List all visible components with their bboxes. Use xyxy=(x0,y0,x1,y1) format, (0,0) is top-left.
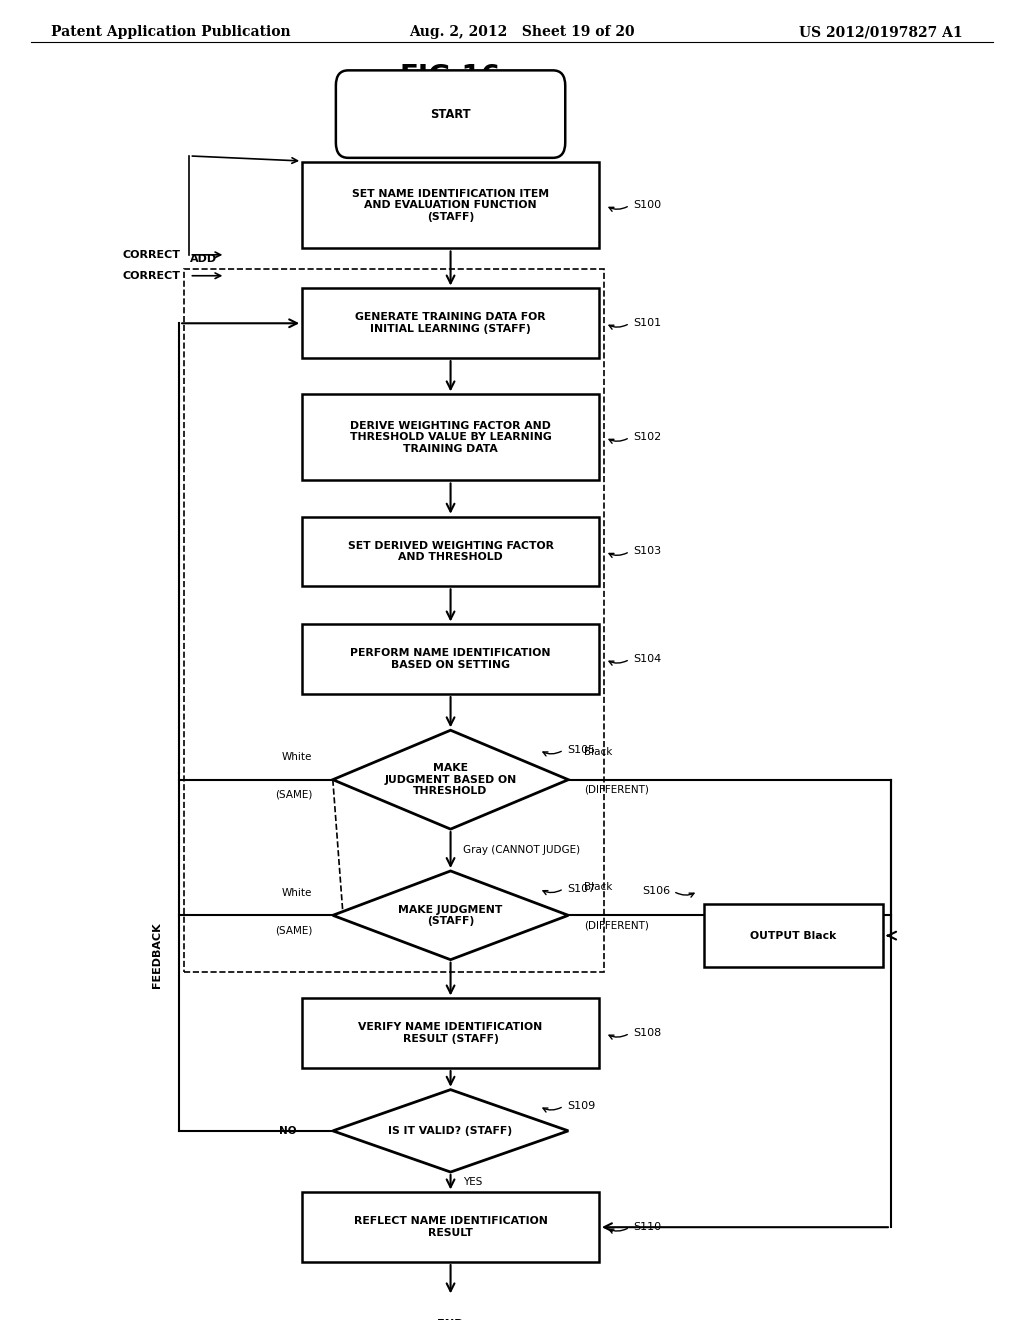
Text: SET NAME IDENTIFICATION ITEM
AND EVALUATION FUNCTION
(STAFF): SET NAME IDENTIFICATION ITEM AND EVALUAT… xyxy=(352,189,549,222)
Polygon shape xyxy=(333,730,568,829)
Text: Gray (CANNOT JUDGE): Gray (CANNOT JUDGE) xyxy=(463,845,580,855)
Text: S100: S100 xyxy=(633,201,660,210)
Text: (DIFFERENT): (DIFFERENT) xyxy=(584,920,648,931)
Polygon shape xyxy=(333,1089,568,1172)
FancyBboxPatch shape xyxy=(302,1192,599,1262)
Text: OUTPUT Black: OUTPUT Black xyxy=(751,931,837,941)
Text: MAKE
JUDGMENT BASED ON
THRESHOLD: MAKE JUDGMENT BASED ON THRESHOLD xyxy=(384,763,517,796)
Text: (SAME): (SAME) xyxy=(275,789,312,800)
FancyBboxPatch shape xyxy=(336,1282,565,1320)
Text: White: White xyxy=(282,887,312,898)
Text: S104: S104 xyxy=(633,655,662,664)
Text: S106: S106 xyxy=(642,886,670,896)
Text: FIG.16: FIG.16 xyxy=(400,63,501,91)
Text: S101: S101 xyxy=(633,318,660,329)
Text: S105: S105 xyxy=(567,744,595,755)
FancyBboxPatch shape xyxy=(705,904,883,968)
FancyBboxPatch shape xyxy=(302,516,599,586)
Text: PERFORM NAME IDENTIFICATION
BASED ON SETTING: PERFORM NAME IDENTIFICATION BASED ON SET… xyxy=(350,648,551,671)
Text: END: END xyxy=(437,1319,464,1320)
FancyBboxPatch shape xyxy=(302,998,599,1068)
Text: NO: NO xyxy=(280,1126,297,1135)
Text: Black: Black xyxy=(584,747,612,756)
Text: Aug. 2, 2012   Sheet 19 of 20: Aug. 2, 2012 Sheet 19 of 20 xyxy=(410,25,635,40)
FancyBboxPatch shape xyxy=(302,395,599,480)
Text: S102: S102 xyxy=(633,433,662,442)
Text: Patent Application Publication: Patent Application Publication xyxy=(51,25,291,40)
Text: FEEDBACK: FEEDBACK xyxy=(152,923,162,989)
FancyBboxPatch shape xyxy=(302,624,599,694)
Text: CORRECT: CORRECT xyxy=(123,249,181,260)
Text: DERIVE WEIGHTING FACTOR AND
THRESHOLD VALUE BY LEARNING
TRAINING DATA: DERIVE WEIGHTING FACTOR AND THRESHOLD VA… xyxy=(349,421,552,454)
Text: S110: S110 xyxy=(633,1222,660,1232)
FancyBboxPatch shape xyxy=(336,70,565,158)
Text: REFLECT NAME IDENTIFICATION
RESULT: REFLECT NAME IDENTIFICATION RESULT xyxy=(353,1217,548,1238)
Text: S108: S108 xyxy=(633,1028,662,1039)
Text: START: START xyxy=(430,108,471,120)
FancyBboxPatch shape xyxy=(302,288,599,358)
Text: US 2012/0197827 A1: US 2012/0197827 A1 xyxy=(799,25,963,40)
Text: (SAME): (SAME) xyxy=(275,925,312,936)
Text: Black: Black xyxy=(584,883,612,892)
Text: CORRECT: CORRECT xyxy=(123,271,181,281)
Polygon shape xyxy=(333,871,568,960)
Text: S103: S103 xyxy=(633,546,660,557)
Text: S107: S107 xyxy=(567,883,595,894)
Text: YES: YES xyxy=(463,1177,482,1187)
Text: GENERATE TRAINING DATA FOR
INITIAL LEARNING (STAFF): GENERATE TRAINING DATA FOR INITIAL LEARN… xyxy=(355,313,546,334)
Text: IS IT VALID? (STAFF): IS IT VALID? (STAFF) xyxy=(388,1126,513,1135)
Text: VERIFY NAME IDENTIFICATION
RESULT (STAFF): VERIFY NAME IDENTIFICATION RESULT (STAFF… xyxy=(358,1023,543,1044)
Text: (DIFFERENT): (DIFFERENT) xyxy=(584,785,648,795)
Text: MAKE JUDGMENT
(STAFF): MAKE JUDGMENT (STAFF) xyxy=(398,904,503,927)
Text: White: White xyxy=(282,752,312,762)
Text: ADD: ADD xyxy=(189,255,216,264)
Text: S109: S109 xyxy=(567,1101,595,1111)
FancyBboxPatch shape xyxy=(302,162,599,248)
Text: SET DERIVED WEIGHTING FACTOR
AND THRESHOLD: SET DERIVED WEIGHTING FACTOR AND THRESHO… xyxy=(347,541,554,562)
